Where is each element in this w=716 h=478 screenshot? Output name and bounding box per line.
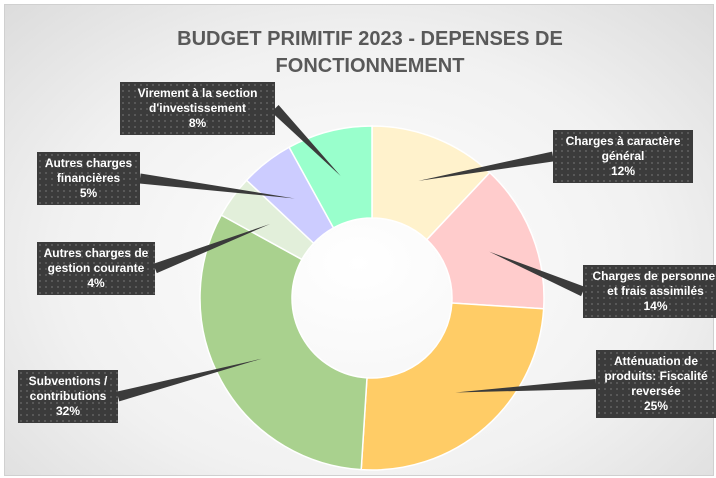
leader-line: [139, 173, 295, 199]
chart-title: BUDGET PRIMITIF 2023 - DEPENSES DE FONCT…: [177, 28, 563, 77]
donut-slice: [199, 214, 368, 471]
data-label: Subventions / contributions 32%: [18, 370, 118, 423]
leader-line: [153, 223, 271, 274]
label-name: Autres charges de gestion courante: [43, 246, 149, 275]
label-name: Charges de personnel et frais assimilés: [592, 269, 716, 298]
data-label: Autres charges de gestion courante 4%: [37, 242, 155, 295]
data-label: Autres charges financières 5%: [37, 152, 140, 205]
leader-line: [455, 379, 597, 393]
leader-line: [116, 358, 262, 402]
leader-line: [489, 251, 585, 297]
label-name: Virement à la section d'investissement: [137, 86, 258, 115]
label-name: Autres charges financières: [44, 156, 133, 185]
donut-slice: [360, 302, 545, 471]
label-value: 25%: [643, 399, 669, 413]
label-name: Charges à caractère général: [565, 134, 681, 163]
label-value: 14%: [643, 299, 668, 313]
data-label: Atténuation de produits: Fiscalité rever…: [596, 350, 716, 418]
data-label: Virement à la section d'investissement 8%: [120, 82, 275, 135]
label-value: 5%: [79, 186, 98, 200]
label-value: 4%: [87, 276, 105, 290]
donut-slice: [288, 125, 373, 229]
label-value: 12%: [610, 164, 636, 178]
data-label: Charges de personnel et frais assimilés 1…: [583, 265, 716, 318]
label-name: Subventions / contributions: [28, 374, 108, 403]
label-value: 8%: [188, 116, 207, 130]
label-name: Atténuation de produits: Fiscalité rever…: [604, 354, 708, 398]
leader-line: [418, 151, 554, 181]
data-label: Charges à caractère général 12%: [553, 130, 693, 183]
leader-line: [271, 105, 341, 176]
label-value: 32%: [55, 404, 81, 418]
